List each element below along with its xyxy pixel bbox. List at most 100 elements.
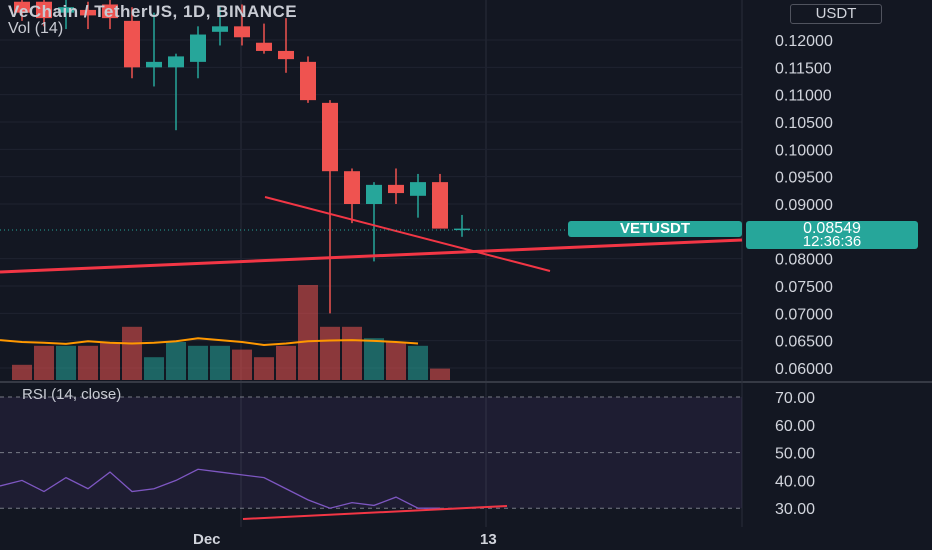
volume-bar <box>408 345 428 380</box>
price-axis[interactable]: 0.12000 0.11500 0.11000 0.10500 0.10000 0.095… <box>775 33 833 378</box>
candle[interactable] <box>410 173 426 218</box>
price-tick-label: 0.06000 <box>775 361 833 378</box>
price-tick-label: 0.09500 <box>775 170 833 187</box>
volume-bar <box>56 345 76 380</box>
volume-bar <box>320 326 340 380</box>
candle[interactable] <box>300 56 316 103</box>
price-tick-label: 0.10500 <box>775 115 833 132</box>
candle-body <box>366 184 382 205</box>
last-price-tag: 0.08549 12:36:36 <box>746 221 918 249</box>
volume-bar <box>188 345 208 380</box>
candle-body <box>234 26 250 38</box>
volume-bar <box>364 338 384 380</box>
candle-body <box>14 1 30 13</box>
volume-bar <box>276 345 296 380</box>
candle[interactable] <box>190 26 206 79</box>
candle[interactable] <box>212 7 228 46</box>
candle[interactable] <box>146 12 162 87</box>
candle[interactable] <box>124 7 140 79</box>
price-tick-label: 0.07500 <box>775 279 833 296</box>
candle[interactable] <box>256 23 272 54</box>
rsi-label: RSI (14, close) <box>22 386 122 403</box>
volume-bar <box>100 342 120 380</box>
volume-label: Vol (14) <box>8 20 64 37</box>
rsi-tick-label: 60.00 <box>775 418 815 435</box>
rsi-line <box>0 468 440 509</box>
volume-bar <box>78 345 98 380</box>
volume-bar <box>298 285 318 380</box>
candle-body <box>124 20 140 68</box>
rsi-tick-label: 30.00 <box>775 501 815 518</box>
resistance-trendline[interactable] <box>264 196 551 272</box>
candle[interactable] <box>278 18 294 73</box>
volume-bar <box>254 357 274 380</box>
rsi-tick-label: 50.00 <box>775 446 815 463</box>
volume-bar <box>34 345 54 380</box>
candle[interactable] <box>168 53 184 131</box>
time-axis[interactable]: Dec 13 <box>193 531 497 548</box>
support-trendline[interactable] <box>0 238 743 274</box>
volume-bar <box>122 326 142 380</box>
currency-button[interactable]: USDT <box>790 4 882 24</box>
candle-body <box>454 228 470 231</box>
candle[interactable] <box>388 168 404 205</box>
candle[interactable] <box>234 4 250 46</box>
volume-bar <box>210 345 230 380</box>
price-tick-label: 0.09000 <box>775 197 833 214</box>
bar-countdown: 12:36:36 <box>802 233 862 250</box>
chart-title: VeChain / TetherUS, 1D, BINANCE <box>8 2 298 21</box>
candle-body <box>278 50 294 60</box>
candle[interactable] <box>36 0 52 27</box>
candle-body <box>256 42 272 51</box>
candle-body <box>36 1 52 19</box>
rsi-axis[interactable]: 70.00 60.00 50.00 40.00 30.00 <box>775 390 815 518</box>
candle-body <box>344 171 360 205</box>
last-price-value: 0.08549 <box>803 220 861 237</box>
candle[interactable] <box>58 0 74 30</box>
candle[interactable] <box>366 182 382 262</box>
price-tick-label: 0.12000 <box>775 33 833 50</box>
candle[interactable] <box>14 0 30 21</box>
candle[interactable] <box>102 0 118 30</box>
volume-bar <box>386 342 406 380</box>
trendlines[interactable] <box>0 196 743 520</box>
rsi-tick-label: 70.00 <box>775 390 815 407</box>
price-tick-label: 0.08000 <box>775 252 833 269</box>
price-tick-label: 0.10000 <box>775 142 833 159</box>
candle-body <box>300 61 316 101</box>
volume-bar <box>12 364 32 380</box>
candle-body <box>168 56 184 68</box>
volume-bar <box>430 368 450 380</box>
candle-body <box>80 9 96 16</box>
candlesticks <box>14 0 470 314</box>
candle-body <box>388 184 404 194</box>
symbol-price-tag: VETUSDT <box>568 221 742 237</box>
candle[interactable] <box>80 1 96 30</box>
rsi-tick-label: 40.00 <box>775 473 815 490</box>
candle[interactable] <box>344 168 360 224</box>
candle-body <box>432 182 448 229</box>
volume-bars <box>0 285 450 380</box>
volume-bar <box>166 342 186 380</box>
price-tick-label: 0.11000 <box>775 88 832 105</box>
rsi-trendline[interactable] <box>242 505 508 520</box>
volume-bar <box>232 349 252 380</box>
candle[interactable] <box>432 173 448 229</box>
candle-body <box>212 26 228 32</box>
candle-body <box>102 4 118 19</box>
time-tick-label: 13 <box>480 531 497 548</box>
candle-body <box>322 102 338 172</box>
time-tick-label: Dec <box>193 531 221 548</box>
volume-ma-line <box>0 337 419 347</box>
candle-body <box>58 7 74 13</box>
volume-bar <box>144 357 164 380</box>
candle[interactable] <box>454 214 470 237</box>
candle[interactable] <box>322 100 338 314</box>
candle-body <box>190 34 206 62</box>
price-tick-label: 0.11500 <box>775 60 832 77</box>
rsi-pane <box>0 396 742 509</box>
price-tick-label: 0.06500 <box>775 334 833 351</box>
candle-body <box>410 182 426 196</box>
candle-body <box>146 61 162 68</box>
